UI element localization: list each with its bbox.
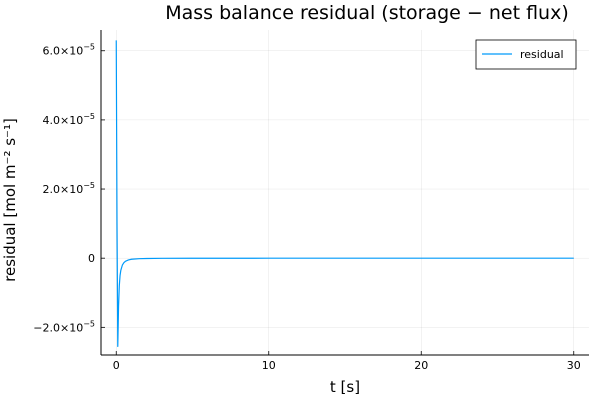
y-tick-label-0: −2.0×10−5 xyxy=(33,319,95,334)
legend-label-residual: residual xyxy=(520,48,564,61)
x-tick-label-1: 10 xyxy=(262,359,276,372)
x-tick-label-2: 20 xyxy=(414,359,428,372)
y-ticks: −2.0×10−5 0 2.0×10−5 4.0×10−5 6.0×10−5 xyxy=(33,43,105,334)
x-ticks: 0 10 20 30 xyxy=(113,351,581,372)
legend: residual xyxy=(475,39,577,70)
chart-title: Mass balance residual (storage − net flu… xyxy=(165,2,569,24)
y-tick-label-1: 0 xyxy=(88,252,95,265)
y-tick-label-2: 2.0×10−5 xyxy=(42,181,95,196)
x-tick-label-0: 0 xyxy=(113,359,120,372)
series-line-residual xyxy=(115,40,574,347)
y-axis-label: residual [mol m⁻² s⁻¹] xyxy=(1,118,19,282)
axes xyxy=(100,30,589,356)
series-layer xyxy=(115,40,574,347)
y-tick-label-3: 4.0×10−5 xyxy=(42,112,95,127)
x-tick-label-3: 30 xyxy=(567,359,581,372)
y-tick-label-4: 6.0×10−5 xyxy=(42,43,95,58)
x-axis-label: t [s] xyxy=(330,378,360,396)
grid xyxy=(101,30,589,355)
